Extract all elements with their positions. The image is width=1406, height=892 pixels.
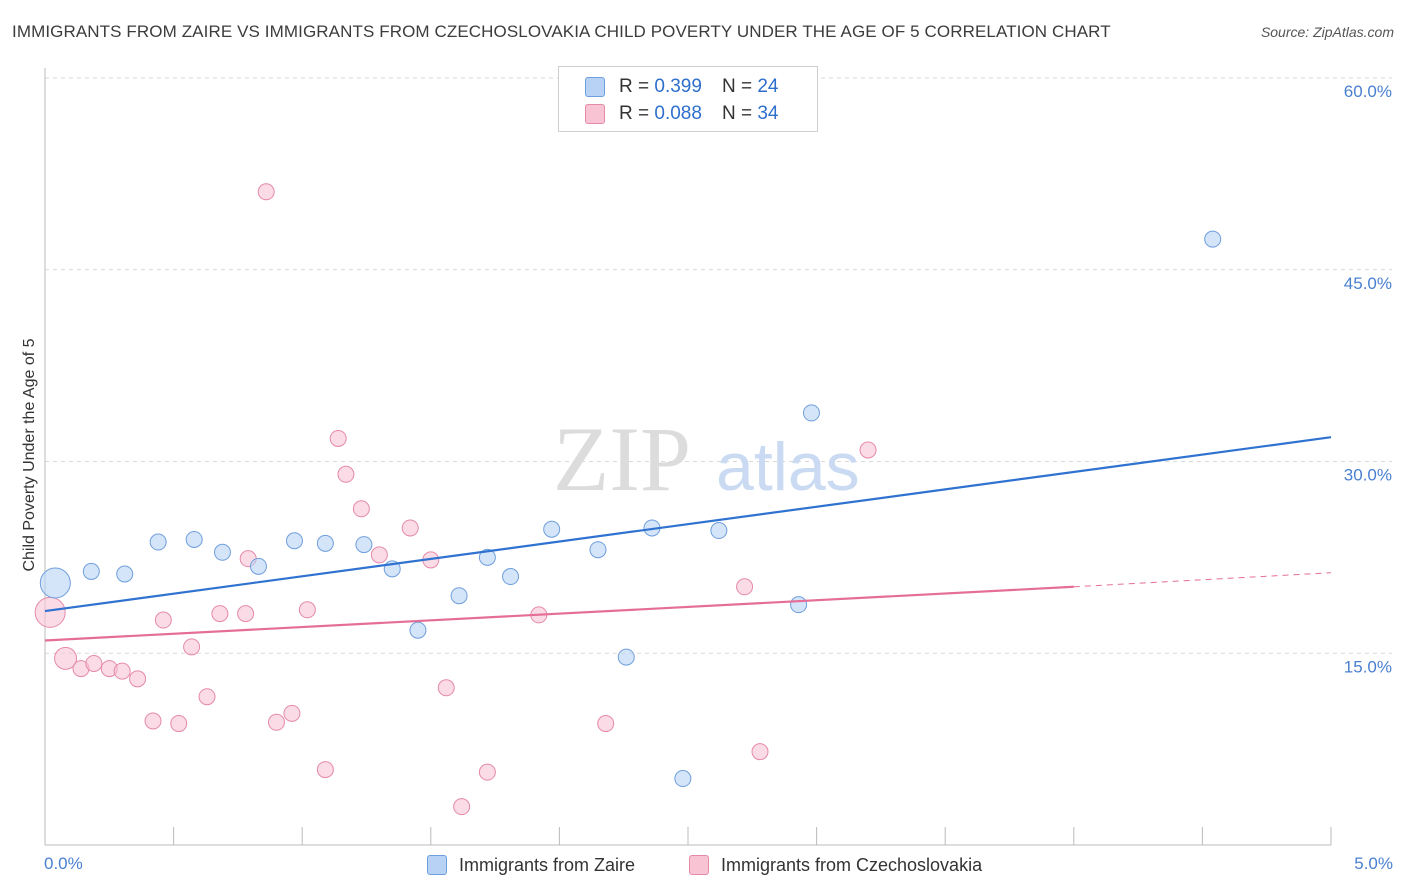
zaire-point <box>450 587 468 605</box>
czech-point <box>453 798 471 816</box>
y-tick-label: 15.0% <box>1344 657 1392 676</box>
czech-point <box>183 638 201 656</box>
czech-point <box>337 465 355 483</box>
zaire-point <box>589 541 607 559</box>
czech-points <box>34 183 877 816</box>
zaire-point <box>409 621 427 639</box>
bottom-legend-zaire: Immigrants from Zaire <box>427 852 635 878</box>
zaire-point <box>674 770 692 788</box>
czech-trend-extension <box>1073 572 1332 588</box>
y-tick-label: 30.0% <box>1344 466 1392 485</box>
czech-point <box>267 713 285 731</box>
zaire-point <box>543 520 561 538</box>
zaire-point <box>213 543 231 561</box>
czech-point <box>329 429 347 447</box>
czech-point <box>370 546 388 564</box>
czech-point <box>85 654 103 672</box>
zaire-point <box>149 533 167 551</box>
zaire-swatch <box>427 855 447 875</box>
czech-point <box>437 679 455 697</box>
czech-point <box>257 183 275 201</box>
czech-swatch <box>689 855 709 875</box>
czech-point <box>113 662 131 680</box>
chart-title: IMMIGRANTS FROM ZAIRE VS IMMIGRANTS FROM… <box>12 22 1111 41</box>
zaire-point <box>355 536 373 554</box>
legend-n-label: N = <box>721 76 753 97</box>
czech-point <box>198 688 216 706</box>
zaire-point <box>316 534 334 552</box>
legend-swatch-zaire <box>585 77 605 97</box>
zaire-point <box>1204 230 1222 248</box>
zaire-point <box>617 648 635 666</box>
zaire-legend-label: Immigrants from Zaire <box>459 854 636 875</box>
czech-point <box>144 712 162 730</box>
correlation-legend: R = 0.399 N = 24 R = 0.088 N = 34 <box>558 66 818 132</box>
zaire-point <box>710 522 728 540</box>
zaire-point <box>502 568 520 586</box>
czech-point <box>401 519 419 537</box>
trend-lines <box>44 436 1332 642</box>
zaire-trend-line <box>44 436 1332 613</box>
zaire-point <box>82 562 100 580</box>
zaire-point <box>478 548 496 566</box>
zaire-point <box>790 596 808 614</box>
legend-row-zaire: R = 0.399 N = 24 <box>585 75 778 99</box>
y-tick-label: 45.0% <box>1344 274 1392 293</box>
czech-point <box>298 601 316 619</box>
czech-point <box>170 715 188 733</box>
czech-point <box>316 761 334 779</box>
legend-n-label: N = <box>721 103 753 124</box>
czech-point <box>736 578 754 596</box>
source-label: Source: ZipAtlas.com <box>1260 24 1394 40</box>
watermark: ZIP atlas <box>553 408 860 510</box>
watermark-zip: ZIP <box>553 408 691 510</box>
zaire-point <box>185 530 203 548</box>
czech-point <box>478 763 496 781</box>
legend-swatch-czech <box>585 104 605 124</box>
legend-n-value: 34 <box>757 103 779 124</box>
x-tick-label: 5.0% <box>1354 854 1393 873</box>
czech-legend-label: Immigrants from Czechoslovakia <box>721 854 983 875</box>
watermark-atlas: atlas <box>716 429 860 505</box>
czech-point <box>154 611 172 629</box>
legend-row-czech: R = 0.088 N = 34 <box>585 102 778 126</box>
legend-r-label: R = <box>619 103 650 124</box>
legend-r-value: 0.399 <box>654 76 702 97</box>
tick-labels: 15.0% 30.0% 45.0% 60.0% 0.0% 5.0% <box>44 82 1393 873</box>
czech-point <box>352 500 370 518</box>
czech-point <box>54 646 78 670</box>
x-tick-label: 0.0% <box>44 854 83 873</box>
czech-point <box>129 670 147 688</box>
zaire-point <box>802 404 820 422</box>
bottom-legend-czech: Immigrants from Czechoslovakia <box>689 852 982 878</box>
legend-r-value: 0.088 <box>654 103 702 124</box>
legend-n-value: 24 <box>757 76 779 97</box>
legend-r-label: R = <box>619 76 650 97</box>
czech-point <box>597 715 615 733</box>
zaire-point <box>249 557 267 575</box>
y-tick-label: 60.0% <box>1344 82 1392 101</box>
zaire-point <box>285 532 303 550</box>
czech-point <box>211 605 229 623</box>
czech-point <box>34 596 66 628</box>
axes <box>44 68 1332 846</box>
czech-point <box>237 605 255 623</box>
czech-point <box>751 743 769 761</box>
czech-point <box>859 441 877 459</box>
czech-trend-line <box>44 585 1074 642</box>
y-axis-label: Child Poverty Under the Age of 5 <box>21 338 38 571</box>
zaire-point <box>39 567 71 599</box>
zaire-point <box>116 565 134 583</box>
czech-point <box>283 704 301 722</box>
